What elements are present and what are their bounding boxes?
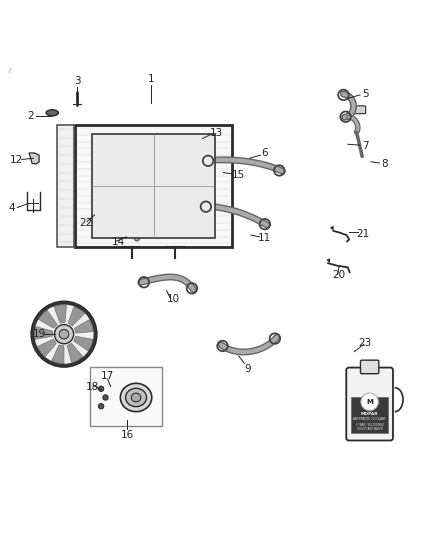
Ellipse shape <box>131 393 141 402</box>
Text: 1: 1 <box>148 74 155 84</box>
Polygon shape <box>186 150 209 176</box>
FancyBboxPatch shape <box>90 367 162 426</box>
Polygon shape <box>193 167 220 184</box>
Polygon shape <box>116 196 137 222</box>
Polygon shape <box>35 327 53 339</box>
Circle shape <box>361 393 378 410</box>
Polygon shape <box>185 196 206 222</box>
Circle shape <box>103 395 108 400</box>
Polygon shape <box>74 336 93 351</box>
Text: M: M <box>366 399 373 405</box>
Ellipse shape <box>46 110 58 116</box>
Text: DO NOT ADD WATER: DO NOT ADD WATER <box>357 427 382 431</box>
Circle shape <box>99 386 104 391</box>
Text: 6: 6 <box>261 148 268 158</box>
Polygon shape <box>193 188 219 207</box>
Text: 5 YEAR / 150,000 MILE: 5 YEAR / 150,000 MILE <box>356 423 384 427</box>
Polygon shape <box>39 310 57 328</box>
Circle shape <box>141 144 223 227</box>
Polygon shape <box>74 320 93 333</box>
Circle shape <box>31 302 97 367</box>
Text: 21: 21 <box>357 229 370 239</box>
Circle shape <box>171 175 193 197</box>
Polygon shape <box>149 155 174 179</box>
Text: 19: 19 <box>32 329 46 339</box>
Ellipse shape <box>126 389 147 407</box>
Polygon shape <box>38 339 57 357</box>
Circle shape <box>54 325 74 344</box>
Text: 16: 16 <box>121 430 134 440</box>
Circle shape <box>59 329 69 339</box>
Text: 2: 2 <box>27 111 34 121</box>
Ellipse shape <box>120 383 152 411</box>
FancyBboxPatch shape <box>92 134 215 238</box>
Text: 15: 15 <box>232 170 245 180</box>
Polygon shape <box>123 188 149 207</box>
Text: 18: 18 <box>86 382 99 392</box>
Polygon shape <box>96 198 112 224</box>
Polygon shape <box>124 167 150 184</box>
Text: 3: 3 <box>74 76 81 86</box>
Circle shape <box>99 403 104 409</box>
Text: 12: 12 <box>9 155 23 165</box>
Polygon shape <box>79 155 105 179</box>
FancyBboxPatch shape <box>346 368 393 440</box>
Text: 9: 9 <box>244 364 251 374</box>
Circle shape <box>177 180 187 191</box>
Circle shape <box>106 180 117 191</box>
Text: 7: 7 <box>362 141 369 151</box>
Text: 5: 5 <box>362 89 369 99</box>
Text: 14: 14 <box>112 238 125 247</box>
Circle shape <box>101 175 123 197</box>
Circle shape <box>71 144 153 227</box>
Text: 10: 10 <box>166 294 180 304</box>
Polygon shape <box>166 198 182 224</box>
FancyBboxPatch shape <box>360 360 379 374</box>
Polygon shape <box>74 176 99 192</box>
Text: MOPAR: MOPAR <box>361 411 378 416</box>
FancyBboxPatch shape <box>57 125 74 247</box>
Text: 8: 8 <box>381 159 388 169</box>
Text: 20: 20 <box>332 270 346 280</box>
Text: 23: 23 <box>359 338 372 348</box>
FancyBboxPatch shape <box>75 125 232 247</box>
Polygon shape <box>52 345 64 364</box>
Polygon shape <box>99 148 115 173</box>
Polygon shape <box>68 306 85 326</box>
Polygon shape <box>148 191 173 215</box>
Text: 11: 11 <box>258 233 272 243</box>
Text: 4: 4 <box>8 203 15 213</box>
Polygon shape <box>54 305 67 323</box>
FancyBboxPatch shape <box>351 398 388 433</box>
Polygon shape <box>117 150 139 176</box>
Text: 17: 17 <box>101 370 114 381</box>
Polygon shape <box>78 191 104 215</box>
Text: i: i <box>9 68 11 74</box>
Polygon shape <box>67 343 83 362</box>
Polygon shape <box>144 176 169 192</box>
Polygon shape <box>29 153 39 164</box>
Polygon shape <box>169 148 185 173</box>
FancyBboxPatch shape <box>352 106 366 114</box>
Text: ANTIFREEZE / COOLANT: ANTIFREEZE / COOLANT <box>353 417 386 421</box>
Text: 22: 22 <box>79 218 92 228</box>
Text: 13: 13 <box>210 128 223 139</box>
